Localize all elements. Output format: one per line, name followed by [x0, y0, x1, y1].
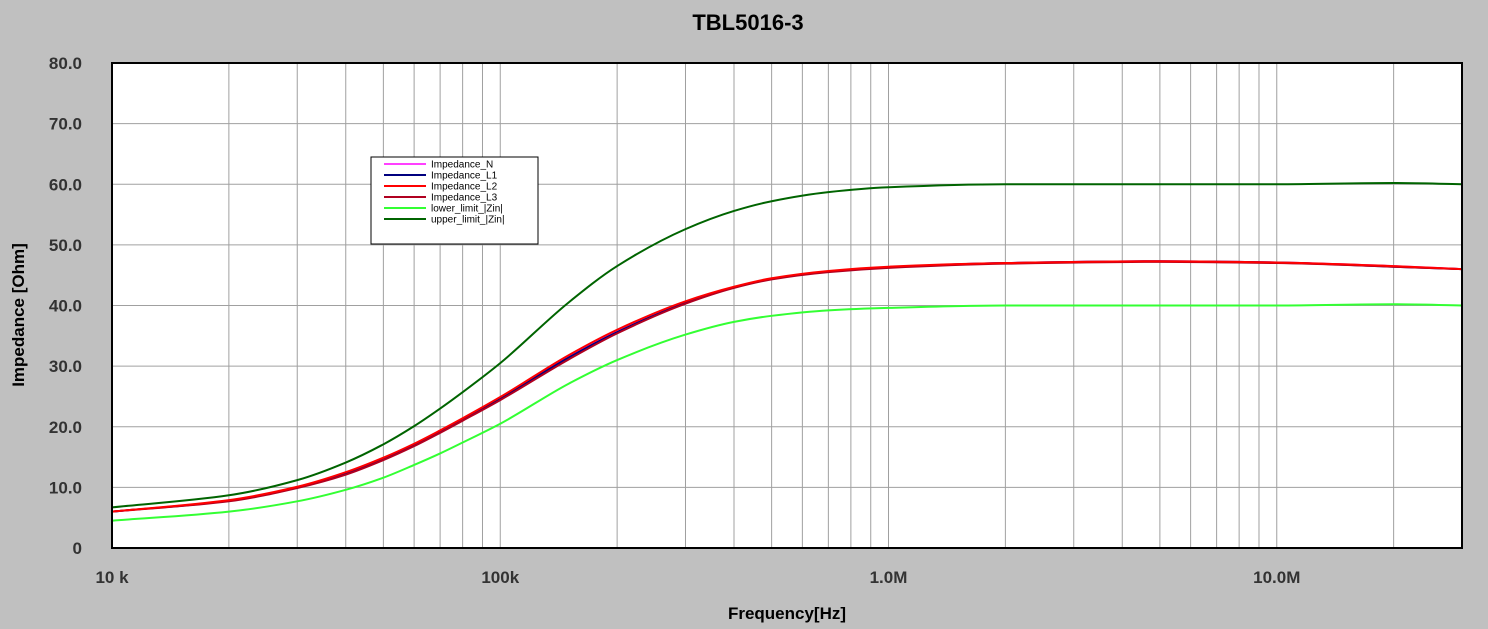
- series-layer: [111, 182, 1463, 522]
- legend-label: Impedance_L2: [431, 182, 498, 193]
- grid-lines: [112, 63, 1462, 548]
- x-tick-label: 10 k: [95, 568, 129, 587]
- x-tick-label: 10.0M: [1253, 568, 1300, 587]
- y-tick-label: 20.0: [49, 418, 82, 437]
- y-tick-label: 10.0: [49, 478, 82, 497]
- series-line-impedance-l2: [111, 260, 1463, 513]
- y-tick-label: 30.0: [49, 357, 82, 376]
- legend-label: lower_limit_|Zin|: [431, 204, 503, 215]
- legend: Impedance_NImpedance_L1Impedance_L2Imped…: [370, 156, 539, 245]
- x-axis-label: Frequency[Hz]: [728, 604, 846, 623]
- y-tick-label: 80.0: [49, 54, 82, 73]
- series-line-lower-limit-zin: [111, 303, 1463, 522]
- y-tick-label: 0: [73, 539, 82, 558]
- legend-box: [370, 156, 539, 245]
- plot-border: [111, 62, 1463, 549]
- legend-label: Impedance_L3: [431, 193, 498, 204]
- y-tick-labels: 0 10.0 20.0 30.0 40.0 50.0 60.0 70.0 80.0: [49, 54, 82, 558]
- x-tick-label: 1.0M: [870, 568, 908, 587]
- series-line-upper-limit-zin: [111, 182, 1463, 509]
- y-axis-label: Impedance [Ohm]: [9, 243, 28, 387]
- y-tick-label: 70.0: [49, 115, 82, 134]
- x-tick-labels: 10 k 100k 1.0M 10.0M: [95, 568, 1300, 587]
- legend-label: upper_limit_|Zin|: [431, 215, 505, 226]
- y-tick-label: 40.0: [49, 297, 82, 316]
- y-tick-label: 60.0: [49, 175, 82, 194]
- x-tick-label: 100k: [481, 568, 519, 587]
- chart-title: TBL5016-3: [692, 10, 803, 35]
- y-tick-label: 50.0: [49, 236, 82, 255]
- legend-label: Impedance_L1: [431, 171, 498, 182]
- legend-label: Impedance_N: [431, 160, 493, 171]
